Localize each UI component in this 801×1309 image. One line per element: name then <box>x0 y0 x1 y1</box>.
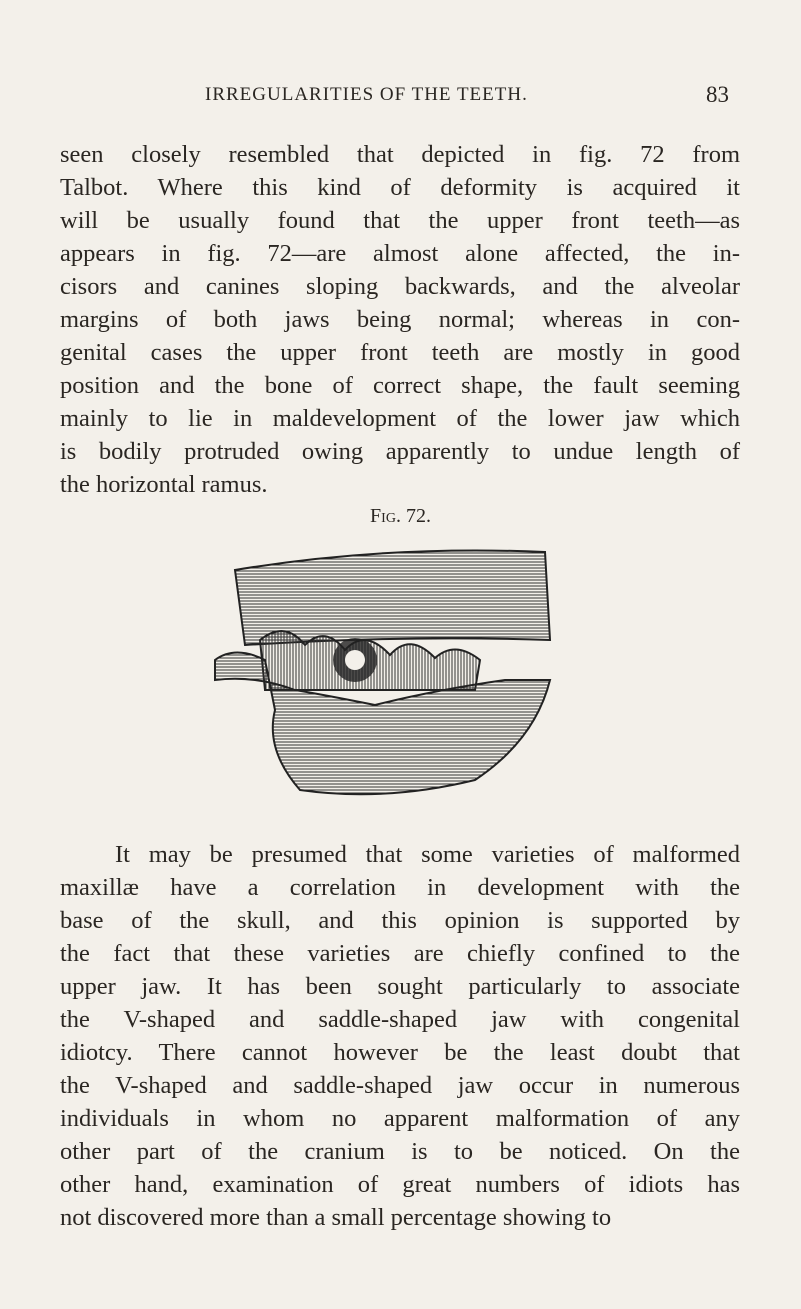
jaw-illustration <box>214 549 552 796</box>
text-line: idiotcy. There cannot however be the lea… <box>60 1039 740 1066</box>
running-header: IRREGULARITIES OF THE TEETH. <box>205 84 528 105</box>
page-number: 83 <box>706 82 729 107</box>
text-line: Talbot. Where this kind of deformity is … <box>60 174 740 201</box>
text-line: other part of the cranium is to be notic… <box>60 1138 740 1165</box>
figure-caption: Fig. 72. <box>370 505 431 527</box>
text-line: the V-shaped and saddle-shaped jaw with … <box>60 1006 740 1033</box>
text-line: margins of both jaws being normal; where… <box>60 306 740 333</box>
text-line: is bodily protruded owing apparently to … <box>60 438 740 465</box>
text-line: base of the skull, and this opinion is s… <box>60 907 740 934</box>
text-line: other hand, examination of great numbers… <box>60 1171 740 1198</box>
text-line: genital cases the upper front teeth are … <box>60 339 740 366</box>
text-line: position and the bone of correct shape, … <box>60 372 740 399</box>
text-line: upper jaw. It has been sought particular… <box>60 973 740 1000</box>
text-line: seen closely resembled that depicted in … <box>60 141 740 168</box>
text-line: not discovered more than a small percent… <box>60 1204 612 1231</box>
text-line: appears in fig. 72—are almost alone affe… <box>60 240 740 267</box>
text-line: maxillæ have a correlation in developmen… <box>60 874 740 901</box>
text-line: the fact that these varieties are chiefl… <box>60 940 740 967</box>
text-line: mainly to lie in maldevelopment of the l… <box>60 405 740 432</box>
text-line: the horizontal ramus. <box>60 471 268 498</box>
text-line: It may be presumed that some varieties o… <box>115 841 740 868</box>
text-line: will be usually found that the upper fro… <box>60 207 740 234</box>
text-line: cisors and canines sloping backwards, an… <box>60 273 740 300</box>
text-line: the V-shaped and saddle-shaped jaw occur… <box>60 1072 740 1099</box>
text-line: individuals in whom no apparent malforma… <box>60 1105 740 1132</box>
